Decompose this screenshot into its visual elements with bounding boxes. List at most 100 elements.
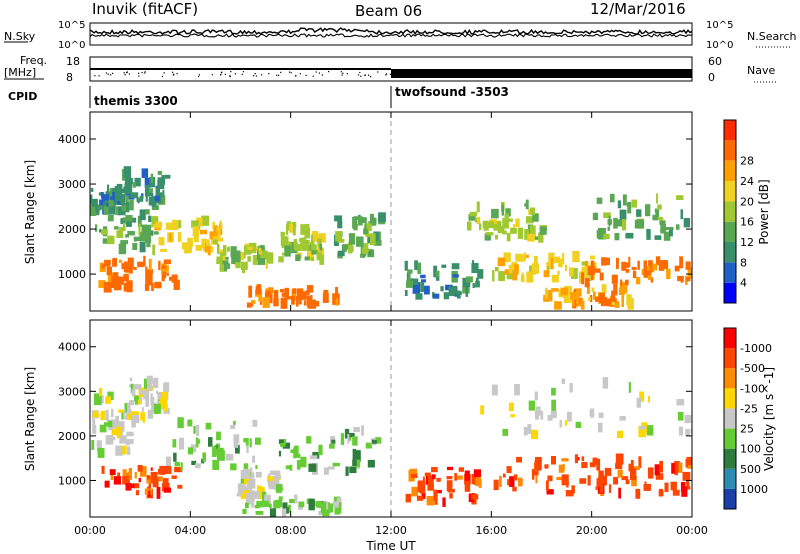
heatmap-cell bbox=[586, 283, 590, 294]
heatmap-cell bbox=[117, 421, 125, 432]
heatmap-cell bbox=[92, 424, 97, 434]
heatmap-cell bbox=[148, 481, 151, 492]
heatmap-cell bbox=[278, 450, 281, 457]
heatmap-cell bbox=[340, 433, 345, 445]
heatmap-cell bbox=[411, 486, 418, 497]
heatmap-cell bbox=[334, 215, 343, 222]
heatmap-cell bbox=[447, 466, 454, 471]
heatmap-cell bbox=[587, 266, 595, 276]
heatmap-cell bbox=[255, 437, 261, 445]
nave-dot bbox=[98, 75, 100, 77]
heatmap-cell bbox=[117, 427, 120, 439]
heatmap-cell bbox=[483, 227, 489, 231]
heatmap-cell bbox=[569, 383, 573, 393]
heatmap-cell bbox=[91, 440, 95, 450]
heatmap-cell bbox=[435, 270, 440, 277]
heatmap-cell bbox=[240, 478, 246, 486]
heatmap-cell bbox=[485, 232, 494, 236]
heatmap-cell bbox=[415, 293, 423, 300]
heatmap-cell bbox=[258, 247, 262, 255]
heatmap-cell bbox=[584, 260, 589, 267]
nave-dot bbox=[234, 73, 236, 75]
heatmap-cell bbox=[136, 197, 140, 202]
heatmap-cell bbox=[551, 387, 556, 396]
nave-dot bbox=[342, 72, 344, 74]
heatmap-cell bbox=[126, 431, 134, 437]
heatmap-cell bbox=[431, 474, 436, 480]
heatmap-cell bbox=[157, 177, 166, 185]
nave-dot bbox=[377, 71, 379, 73]
heatmap-cell bbox=[672, 489, 680, 496]
heatmap-cell bbox=[225, 453, 234, 461]
nave-dot bbox=[144, 71, 146, 73]
heatmap-cell bbox=[105, 435, 114, 445]
heatmap-cell bbox=[274, 482, 277, 491]
heatmap-cell bbox=[122, 476, 130, 485]
heatmap-cell bbox=[621, 476, 629, 481]
heatmap-cell bbox=[571, 267, 578, 279]
heatmap-cell bbox=[319, 243, 322, 251]
heatmap-cell bbox=[162, 478, 169, 487]
heatmap-cell bbox=[512, 486, 517, 492]
heatmap-cell bbox=[455, 475, 463, 480]
heatmap-cell bbox=[636, 397, 642, 408]
heatmap-cell bbox=[477, 216, 481, 225]
heatmap-cell bbox=[462, 277, 471, 288]
heatmap-cell bbox=[134, 177, 141, 187]
heatmap-cell bbox=[101, 229, 108, 235]
heatmap-cell bbox=[554, 301, 562, 310]
heatmap-cell bbox=[163, 259, 171, 265]
heatmap-cell bbox=[540, 410, 544, 420]
nave-dot bbox=[176, 73, 178, 75]
heatmap-cell bbox=[332, 462, 340, 467]
heatmap-cell bbox=[153, 224, 157, 228]
heatmap-cell bbox=[446, 480, 453, 492]
heatmap-cell bbox=[317, 238, 322, 248]
heatmap-cell bbox=[256, 500, 264, 508]
heatmap-cell bbox=[258, 258, 266, 265]
heatmap-cell bbox=[472, 267, 477, 273]
heatmap-cell bbox=[115, 188, 120, 195]
heatmap-cell bbox=[146, 475, 150, 480]
heatmap-cell bbox=[504, 213, 509, 222]
heatmap-cell bbox=[294, 244, 302, 251]
heatmap-cell bbox=[169, 233, 172, 242]
heatmap-cell bbox=[177, 232, 182, 242]
heatmap-cell bbox=[687, 267, 692, 279]
heatmap-cell bbox=[603, 212, 611, 218]
colorbar-tick-label: 16 bbox=[740, 216, 754, 229]
heatmap-cell bbox=[627, 298, 634, 310]
nave-dot bbox=[321, 74, 323, 76]
heatmap-cell bbox=[515, 218, 520, 228]
heatmap-cell bbox=[452, 274, 459, 278]
power-colorbar-label: Power [dB] bbox=[757, 179, 771, 244]
heatmap-cell bbox=[404, 260, 408, 271]
nave-dot bbox=[229, 75, 231, 78]
heatmap-cell bbox=[144, 231, 151, 243]
heatmap-cell bbox=[280, 297, 288, 309]
heatmap-cell bbox=[506, 232, 511, 242]
heatmap-cell bbox=[593, 291, 596, 300]
heatmap-cell bbox=[510, 227, 517, 234]
heatmap-cell bbox=[119, 435, 127, 444]
heatmap-cell bbox=[201, 238, 207, 249]
heatmap-cell bbox=[131, 417, 136, 428]
heatmap-cell bbox=[212, 222, 216, 230]
colorbar-swatch bbox=[724, 140, 736, 161]
heatmap-cell bbox=[323, 467, 329, 475]
heatmap-cell bbox=[469, 211, 478, 217]
heatmap-cell bbox=[584, 278, 590, 288]
heatmap-cell bbox=[592, 457, 598, 465]
heatmap-cell bbox=[284, 245, 291, 257]
nave-dot bbox=[278, 74, 280, 76]
noise-left-label: N.Sky bbox=[4, 30, 36, 43]
heatmap-cell bbox=[373, 231, 381, 241]
y-tick-label: 3000 bbox=[58, 178, 86, 191]
velocity-colorbar: 1000 500 100 25 -25 -100 -500 -1000 bbox=[723, 327, 772, 510]
heatmap-cell bbox=[465, 286, 468, 297]
colorbar-swatch bbox=[724, 388, 736, 409]
heatmap-cell bbox=[494, 267, 499, 272]
heatmap-cell bbox=[139, 390, 145, 395]
x-tick-label: 04:00 bbox=[174, 524, 206, 537]
